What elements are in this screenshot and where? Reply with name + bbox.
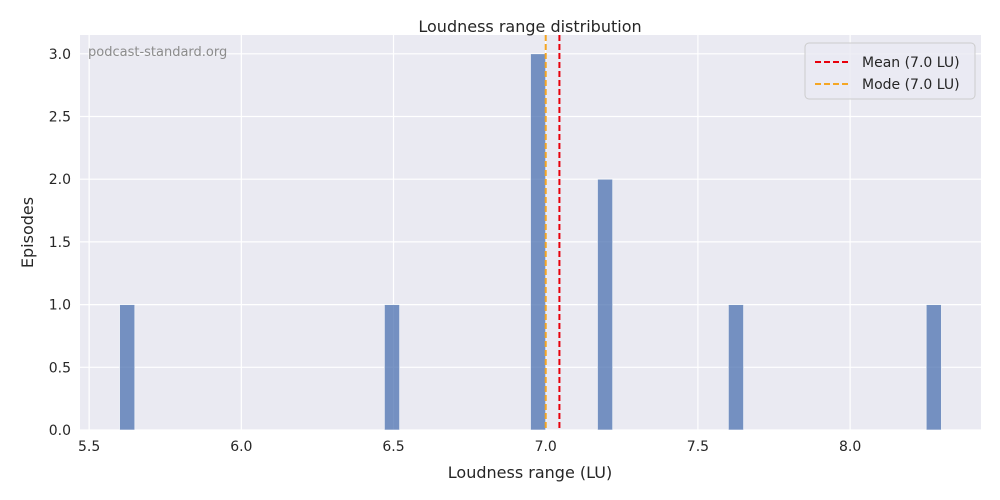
histogram-bar <box>119 304 136 431</box>
x-tick-label: 6.5 <box>382 439 404 455</box>
legend: Mean (7.0 LU) Mode (7.0 LU) <box>804 42 976 100</box>
histogram-bars <box>119 53 942 431</box>
y-tick-label: 1.5 <box>49 235 71 251</box>
chart-title: Loudness range distribution <box>418 17 641 36</box>
y-tick-label: 0.0 <box>49 423 71 439</box>
x-tick-label: 7.0 <box>535 439 557 455</box>
histogram-bar <box>384 304 400 431</box>
histogram-bar <box>597 178 613 431</box>
histogram-bar <box>530 53 547 431</box>
y-axis-title: Episodes <box>18 197 37 268</box>
y-tick-labels: 0.0 0.5 1.0 1.5 2.0 2.5 3.0 <box>49 47 71 439</box>
legend-mean-label: Mean (7.0 LU) <box>862 55 960 71</box>
y-tick-label: 1.0 <box>49 298 71 314</box>
x-tick-label: 8.0 <box>839 439 861 455</box>
watermark-text: podcast-standard.org <box>88 45 227 60</box>
y-tick-label: 2.5 <box>49 110 71 126</box>
x-tick-label: 6.0 <box>230 439 252 455</box>
y-tick-label: 3.0 <box>49 47 71 63</box>
x-axis-title: Loudness range (LU) <box>448 463 612 482</box>
y-tick-label: 0.5 <box>49 360 71 376</box>
histogram-bar <box>925 304 942 431</box>
y-tick-label: 2.0 <box>49 172 71 188</box>
x-tick-label: 5.5 <box>78 439 100 455</box>
histogram-bar <box>728 304 744 431</box>
x-tick-labels: 5.5 6.0 6.5 7.0 7.5 8.0 <box>78 439 861 455</box>
reference-lines <box>544 35 561 430</box>
x-tick-label: 7.5 <box>687 439 709 455</box>
legend-mode-label: Mode (7.0 LU) <box>862 77 960 93</box>
